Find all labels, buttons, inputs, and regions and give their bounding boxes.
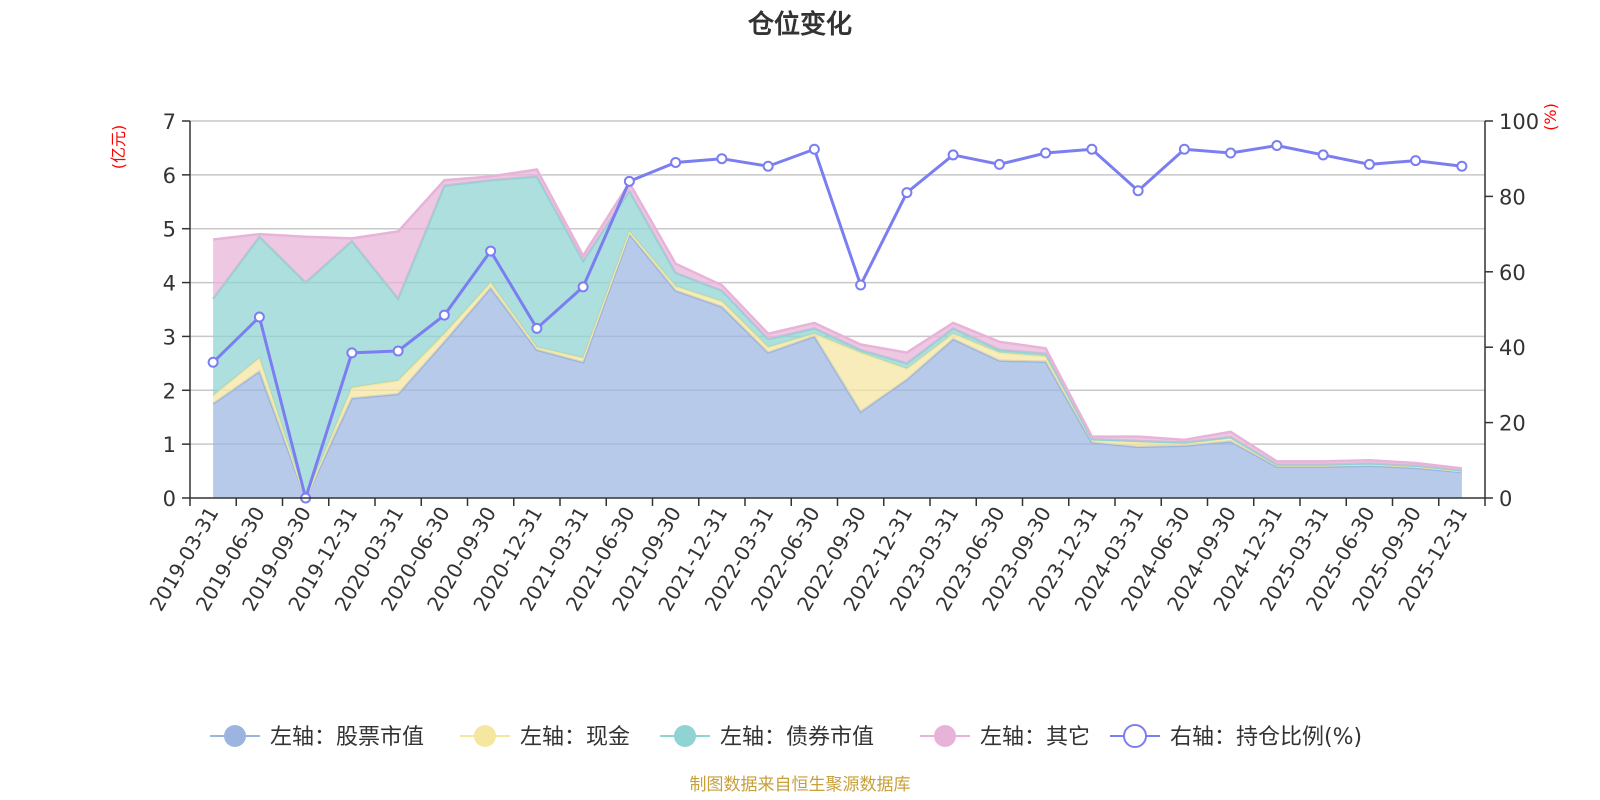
legend-label: 右轴：持仓比例(%): [1170, 725, 1362, 750]
left-axis-tick-label: 6: [163, 164, 176, 188]
ratio-point[interactable]: [855, 279, 867, 291]
left-axis-tick-label: 7: [163, 110, 176, 134]
left-axis-tick-label: 3: [163, 325, 176, 349]
ratio-point[interactable]: [901, 187, 913, 199]
ratio-point[interactable]: [438, 309, 450, 321]
right-axis-tick-label: 60: [1499, 261, 1526, 285]
area-series-2: [213, 176, 1462, 498]
area-series-1: [213, 231, 1462, 498]
legend-label: 左轴：债券市值: [720, 725, 874, 750]
legend-item[interactable]: 左轴：其它: [920, 725, 1090, 750]
ratio-line-path: [212, 143, 1463, 504]
legend-label: 左轴：现金: [520, 725, 630, 750]
area-series-0: [213, 234, 1462, 498]
left-axis-tick-label: 5: [163, 218, 176, 242]
ratio-point[interactable]: [762, 160, 774, 172]
ratio-point[interactable]: [1271, 140, 1283, 152]
ratio-point[interactable]: [670, 156, 682, 168]
legend-item[interactable]: 左轴：现金: [460, 725, 630, 750]
right-axis-tick-label: 40: [1499, 336, 1526, 360]
ratio-point[interactable]: [485, 245, 497, 257]
ratio-point[interactable]: [392, 345, 404, 357]
ratio-point[interactable]: [1363, 158, 1375, 170]
ratio-point[interactable]: [1317, 149, 1329, 161]
legend-circle-marker: [474, 725, 496, 747]
ratio-point[interactable]: [1456, 160, 1468, 172]
ratio-point[interactable]: [993, 158, 1005, 170]
ratio-point[interactable]: [1178, 143, 1190, 155]
left-axis-tick-label: 4: [163, 272, 176, 296]
legend-item[interactable]: 右轴：持仓比例(%): [1110, 724, 1362, 750]
ratio-point[interactable]: [1040, 147, 1052, 159]
ratio-point[interactable]: [947, 149, 959, 161]
legend-item[interactable]: 左轴：股票市值: [210, 725, 424, 750]
legend-item[interactable]: 左轴：债券市值: [660, 725, 874, 750]
ratio-point[interactable]: [1086, 143, 1098, 155]
ratio-point[interactable]: [1132, 185, 1144, 197]
ratio-point[interactable]: [1225, 147, 1237, 159]
legend-label: 左轴：其它: [980, 725, 1090, 750]
left-axis-tick-label: 2: [163, 379, 176, 403]
chart-title: 仓位变化: [747, 9, 852, 40]
ratio-point[interactable]: [346, 347, 358, 359]
legend-circle-marker: [674, 725, 696, 747]
left-axis-unit: (亿元): [109, 125, 128, 170]
ratio-point[interactable]: [808, 143, 820, 155]
legend-circle-marker: [1123, 724, 1147, 748]
area-edge-series-3: [212, 168, 1463, 470]
legend-label: 左轴：股票市值: [270, 725, 424, 750]
left-axis-tick-label: 1: [163, 433, 176, 457]
right-axis-tick-label: 0: [1499, 487, 1512, 511]
right-axis-tick-label: 100: [1499, 110, 1539, 134]
stacked-areas: [212, 168, 1463, 502]
ratio-point[interactable]: [577, 281, 589, 293]
ratio-point[interactable]: [253, 311, 265, 323]
legend[interactable]: 左轴：股票市值 左轴：现金 左轴：债券市值 左轴：其它 右轴：持仓比例(%): [210, 724, 1362, 750]
right-axis-tick-label: 80: [1499, 185, 1526, 209]
ratio-point[interactable]: [1410, 155, 1422, 167]
ratio-line: [207, 140, 1468, 504]
source-note: 制图数据来自恒生聚源数据库: [690, 775, 911, 795]
right-axis-tick-label: 20: [1499, 412, 1526, 436]
ratio-point[interactable]: [716, 153, 728, 165]
ratio-point[interactable]: [207, 356, 219, 368]
right-axis-unit: (%): [1541, 103, 1560, 131]
legend-circle-marker: [224, 725, 246, 747]
legend-circle-marker: [934, 725, 956, 747]
ratio-point[interactable]: [623, 175, 635, 187]
ratio-point[interactable]: [531, 322, 543, 334]
left-axis-tick-label: 0: [163, 487, 176, 511]
